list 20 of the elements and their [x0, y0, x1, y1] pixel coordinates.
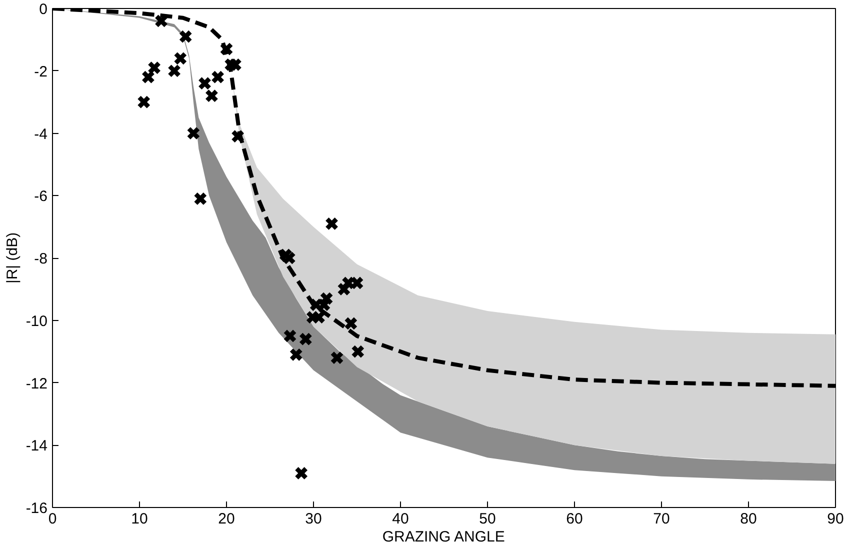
y-tick-label: -12 — [26, 375, 48, 392]
y-tick-label: -16 — [26, 500, 48, 517]
x-axis-title: GRAZING ANGLE — [382, 528, 505, 546]
y-tick-label: -4 — [34, 126, 48, 143]
y-tick-label: -10 — [26, 312, 48, 330]
y-tick-label: -8 — [34, 250, 48, 268]
x-tick-label: 50 — [479, 510, 496, 528]
x-tick-label: 40 — [392, 510, 409, 528]
x-tick-label: 10 — [131, 510, 148, 528]
x-tick-label: 60 — [566, 510, 583, 528]
x-tick-label: 30 — [305, 510, 322, 528]
y-tick-label: 0 — [39, 1, 48, 18]
x-tick-label: 70 — [653, 510, 670, 528]
y-tick-label: -14 — [26, 438, 48, 455]
x-tick-label: 20 — [218, 510, 235, 528]
x-tick-label: 90 — [827, 510, 844, 528]
y-axis-title: |R| (dB) — [4, 232, 21, 284]
y-tick-label: -2 — [34, 63, 48, 80]
y-tick-label: -6 — [34, 188, 48, 206]
x-tick-label: 80 — [740, 510, 757, 528]
